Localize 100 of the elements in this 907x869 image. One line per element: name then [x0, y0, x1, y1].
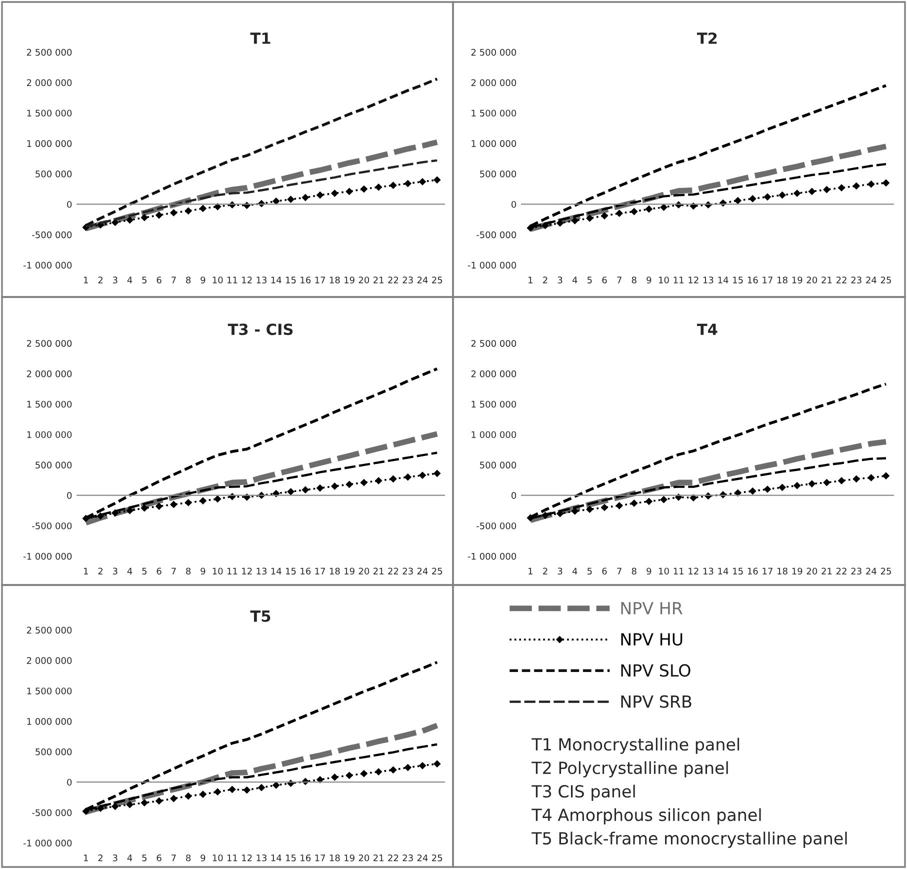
x-tick-label: 25: [432, 854, 442, 862]
y-tick-label: 500 000: [480, 462, 516, 468]
point: [823, 479, 830, 486]
x-tick-label: 5: [142, 854, 146, 862]
x-tick-label: 20: [806, 568, 818, 575]
point: [556, 220, 564, 227]
point: [287, 488, 294, 496]
y-tick-label: -500 000: [32, 522, 72, 530]
point: [601, 504, 608, 511]
point: [404, 474, 412, 481]
x-tick-label: 10: [659, 568, 669, 575]
point: [794, 190, 801, 197]
x-tick-label: 6: [156, 568, 162, 575]
point: [390, 766, 397, 774]
x-tick-label: 16: [300, 568, 311, 575]
point: [214, 788, 222, 796]
point: [794, 482, 801, 490]
point: [808, 188, 816, 195]
x-tick-label: 22: [388, 568, 398, 574]
point: [126, 216, 134, 224]
point: [156, 502, 163, 510]
point: [645, 498, 652, 505]
x-tick-label: 21: [373, 854, 384, 862]
x-tick-label: 11: [227, 568, 238, 574]
x-tick-label: 12: [688, 276, 698, 284]
x-tick-label: 14: [271, 276, 282, 284]
point: [882, 179, 890, 186]
text: NPV HR: [621, 602, 682, 614]
y-tick-label: 500 000: [480, 170, 516, 178]
text: T4 Amorphous silicon panel: [532, 808, 761, 824]
point: [199, 205, 206, 212]
text: NPV SRB: [621, 695, 692, 708]
point: [184, 207, 192, 214]
y-tick-label: 2 000 000: [26, 370, 72, 378]
y-tick-label: -500 000: [32, 231, 72, 238]
point: [316, 776, 324, 784]
point: [360, 479, 368, 486]
x-tick-label: 4: [572, 276, 578, 284]
text: T1 Monocrystalline panel: [532, 738, 740, 754]
y-tick-label: 1 000 000: [27, 718, 72, 725]
point: [184, 499, 192, 506]
y-tick-label: 1 500 000: [27, 400, 72, 408]
x-tick-label: 2: [98, 568, 102, 574]
x-tick-label: 24: [417, 854, 428, 862]
x-tick-label: 18: [330, 568, 340, 575]
x-tick-label: 12: [242, 854, 252, 862]
x-tick-label: 13: [703, 568, 714, 575]
x-tick-label: 7: [617, 276, 622, 284]
point: [302, 194, 309, 201]
point: [375, 477, 382, 484]
x-tick-label: 21: [373, 568, 384, 574]
point: [808, 480, 816, 488]
x-tick-label: 7: [172, 276, 176, 284]
point: [404, 180, 412, 187]
point: [690, 494, 697, 502]
y-tick-label: 1 500 000: [27, 110, 72, 117]
point: [375, 768, 382, 776]
point: [571, 508, 578, 515]
y-tick-label: 500 000: [36, 462, 72, 468]
y-tick-label: 2 000 000: [26, 79, 72, 86]
x-tick-label: 7: [172, 854, 176, 862]
point: [346, 188, 353, 195]
point: [764, 193, 771, 200]
chart-title: T1: [250, 32, 270, 44]
x-tick-label: 13: [256, 854, 267, 862]
x-tick-label: 22: [388, 276, 398, 284]
x-tick-label: 15: [286, 568, 296, 575]
x-tick-label: 5: [142, 276, 146, 284]
point: [184, 792, 192, 800]
point: [852, 475, 860, 482]
x-tick-label: 23: [402, 854, 413, 862]
x-tick-label: 18: [330, 854, 340, 862]
point: [778, 192, 786, 199]
y-tick-label: -500 000: [476, 522, 516, 530]
y-tick-label: 0: [512, 200, 516, 208]
point: [199, 790, 206, 798]
x-tick-label: 23: [402, 276, 413, 284]
y-tick-label: 1 000 000: [27, 431, 72, 438]
x-tick-label: 16: [748, 276, 758, 284]
x-tick-label: 25: [432, 276, 442, 284]
point: [199, 497, 206, 504]
point: [434, 176, 441, 184]
point: [112, 802, 119, 810]
y-tick-label: -1 000 000: [23, 262, 72, 269]
y-tick-label: 1 000 000: [472, 431, 516, 438]
x-tick-label: 4: [572, 568, 578, 574]
y-tick-label: 2 500 000: [26, 48, 72, 56]
y-tick-label: 2 500 000: [471, 48, 516, 56]
point: [331, 482, 338, 490]
x-tick-label: 20: [806, 276, 818, 284]
x-tick-label: 1: [84, 276, 88, 284]
x-tick-label: 3: [112, 854, 118, 862]
x-tick-label: 1: [84, 568, 88, 574]
point: [272, 782, 280, 789]
x-tick-label: 16: [748, 568, 758, 575]
x-tick-label: 3: [558, 276, 562, 284]
x-tick-label: 17: [315, 854, 326, 862]
x-tick-label: 14: [271, 854, 282, 862]
point: [140, 504, 148, 512]
point: [170, 500, 178, 508]
